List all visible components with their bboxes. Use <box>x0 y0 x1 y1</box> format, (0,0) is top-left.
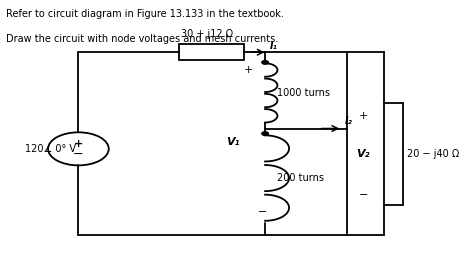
Text: Refer to circuit diagram in Figure 13.133 in the textbook.: Refer to circuit diagram in Figure 13.13… <box>6 9 284 19</box>
Text: 200 turns: 200 turns <box>277 173 324 183</box>
Text: +: + <box>244 65 254 75</box>
Text: 120∠ 0° V: 120∠ 0° V <box>25 144 76 154</box>
Text: V₁: V₁ <box>226 137 239 148</box>
Text: I₂: I₂ <box>345 116 352 126</box>
Text: I₁: I₁ <box>270 41 278 51</box>
Text: −: − <box>73 148 83 161</box>
Text: Draw the circuit with node voltages and mesh currents.: Draw the circuit with node voltages and … <box>6 34 278 44</box>
Bar <box>384 103 403 205</box>
Text: +: + <box>74 139 83 149</box>
Text: +: + <box>358 111 368 121</box>
Text: V₂: V₂ <box>356 149 370 159</box>
Bar <box>179 44 244 60</box>
Text: −: − <box>358 190 368 200</box>
Text: 20 − j40 Ω: 20 − j40 Ω <box>408 149 460 159</box>
Circle shape <box>262 132 268 135</box>
Text: −: − <box>258 207 267 217</box>
Text: 1000 turns: 1000 turns <box>277 88 330 98</box>
Circle shape <box>262 61 268 64</box>
Text: 30 + j12 Ω: 30 + j12 Ω <box>181 29 233 39</box>
